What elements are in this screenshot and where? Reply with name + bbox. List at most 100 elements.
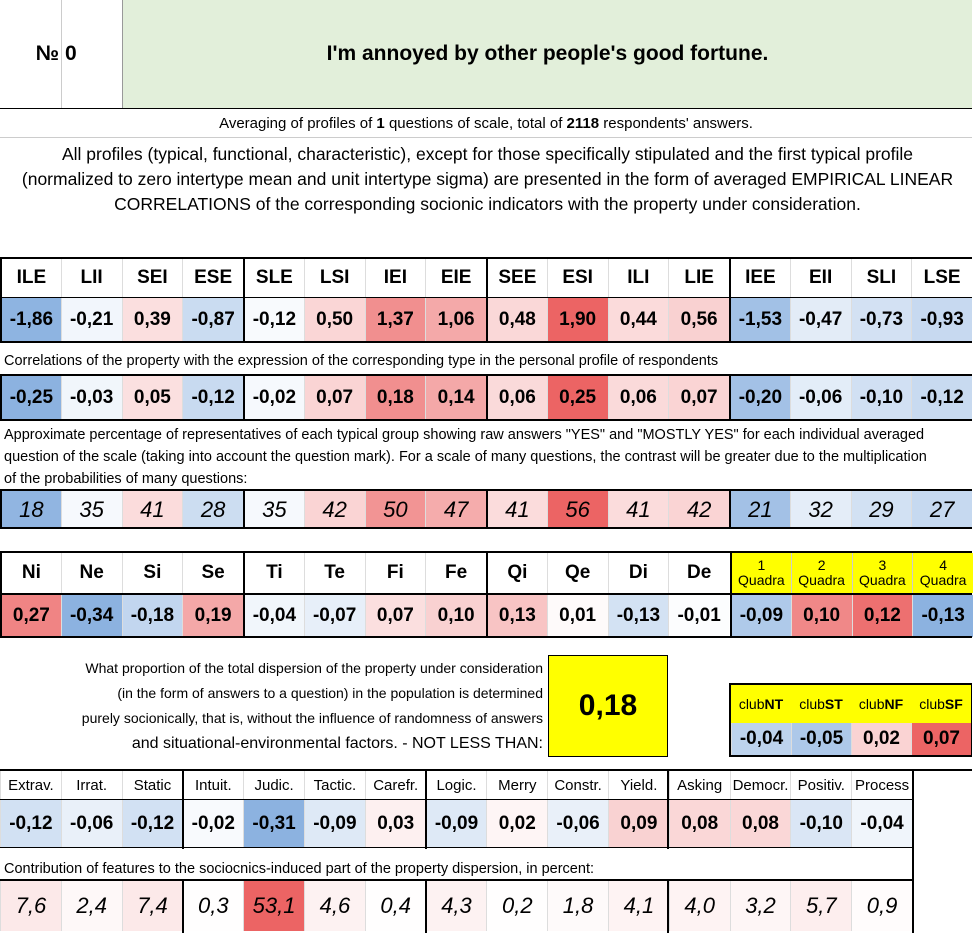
quadra-label: 3 Quadra: [851, 553, 913, 593]
type-percentage: 50: [364, 491, 426, 528]
type-percentage: 21: [729, 491, 790, 528]
feature-value: -0,12: [121, 800, 183, 848]
type-profile: -1,53: [729, 298, 790, 342]
feature-value: 0,09: [608, 800, 669, 848]
function-value: -0,07: [303, 595, 365, 637]
summary: Averaging of profiles of 1 questions of …: [0, 108, 972, 138]
type-percentage: 41: [121, 491, 183, 528]
questions: 1: [376, 114, 385, 132]
summary-prefix: Averaging of profiles of: [219, 114, 373, 132]
type-profile: -0,12: [243, 298, 304, 342]
rule: [0, 527, 972, 529]
feature-label: Tactic.: [304, 771, 365, 800]
quadra-text: Quadra: [738, 572, 785, 588]
feature-label: Yield.: [608, 771, 669, 800]
function-label: Ni: [0, 553, 61, 593]
feature-contribution: 4,3: [425, 881, 487, 931]
rule: [0, 799, 912, 800]
type-profile: 1,06: [425, 298, 486, 342]
feature-value: -0,09: [304, 800, 365, 848]
feature-label: Constr.: [547, 771, 608, 800]
quadra-text: Quadra: [859, 572, 906, 588]
feature-contribution: 0,9: [851, 881, 912, 931]
club-prefix: club: [738, 696, 765, 712]
type-correlation: -0,10: [850, 376, 912, 420]
function-label: Se: [182, 553, 243, 593]
feature-value: 0,02: [486, 800, 548, 848]
type-correlation: 0,25: [546, 376, 608, 420]
dispersion-text: purely socionically, that is, without th…: [81, 710, 543, 726]
type-label: LSE: [911, 258, 972, 298]
group-rule: [182, 879, 184, 933]
function-label: Fe: [425, 553, 486, 593]
quadra-text: Quadra: [919, 572, 967, 588]
rule: [0, 636, 972, 638]
type-profile: -0,73: [850, 298, 912, 342]
feature-label: Carefr.: [364, 771, 426, 800]
number: 0: [65, 42, 77, 65]
club-name: ST: [824, 696, 843, 712]
feature-label: Asking: [668, 771, 730, 800]
summary-middle: questions of scale, total of: [388, 114, 563, 132]
function-label: Te: [303, 553, 365, 593]
feature-contribution: 7,4: [121, 881, 183, 931]
quadra-value: 0,10: [790, 595, 852, 637]
type-percentage: 27: [911, 491, 972, 528]
type-percentage: 35: [243, 491, 304, 528]
function-value: -0,13: [607, 595, 669, 637]
function-value: 0,07: [364, 595, 426, 637]
feature-contribution: 53,1: [243, 881, 304, 931]
feature-value: 0,03: [364, 800, 426, 848]
rule: [0, 419, 972, 421]
quadra-value: -0,13: [912, 595, 973, 637]
club-name: NF: [884, 696, 904, 712]
type-correlation: -0,02: [243, 376, 304, 420]
group-rule: [667, 879, 669, 933]
dispersion-value: 0,18: [548, 655, 668, 757]
feature-label: Static: [121, 771, 183, 800]
club-label: club NF: [851, 685, 911, 723]
type-correlation: 0,07: [668, 376, 729, 420]
caption: Correlations of the property with the ex…: [4, 353, 719, 369]
function-label: Ti: [243, 553, 304, 593]
type-correlation: 0,06: [486, 376, 547, 420]
quadra-label: 4 Quadra: [912, 553, 973, 593]
type-correlation: -0,12: [182, 376, 243, 420]
club-box: [729, 683, 972, 757]
type-label: ILI: [607, 258, 669, 298]
rule: [0, 769, 972, 771]
feature-contribution: 3,2: [729, 881, 791, 931]
group-rule: [667, 769, 669, 849]
feature-value: -0,09: [425, 800, 487, 848]
respondents: 2118: [566, 114, 600, 132]
feature-contribution: 4,6: [304, 881, 365, 931]
function-label: Qi: [486, 553, 547, 593]
feature-label: Extrav.: [0, 771, 61, 800]
club-value: -0,04: [731, 723, 791, 755]
club-prefix: club: [799, 696, 825, 712]
feature-label: Irrat.: [60, 771, 122, 800]
rule: [0, 297, 972, 298]
quadra-text: Quadra: [798, 572, 845, 588]
function-value: 0,27: [0, 595, 61, 637]
type-correlation: 0,05: [121, 376, 183, 420]
type-profile: -0,47: [789, 298, 851, 342]
feature-value: -0,06: [60, 800, 122, 848]
rule: [0, 551, 972, 553]
function-value: 0,10: [425, 595, 486, 637]
type-label: ILE: [0, 258, 61, 298]
quadra-number: 1: [757, 557, 766, 573]
rule: [0, 257, 972, 259]
type-label: SLI: [850, 258, 912, 298]
type-percentage: 41: [486, 491, 547, 528]
type-percentage: 47: [425, 491, 486, 528]
club-label: club ST: [791, 685, 851, 723]
rule: [912, 769, 914, 933]
type-label: SLE: [243, 258, 304, 298]
quadra-number: 4: [939, 557, 948, 573]
type-profile: -1,86: [0, 298, 61, 342]
type-label: ESI: [546, 258, 608, 298]
type-label: LII: [60, 258, 122, 298]
feature-label: Democr.: [729, 771, 791, 800]
